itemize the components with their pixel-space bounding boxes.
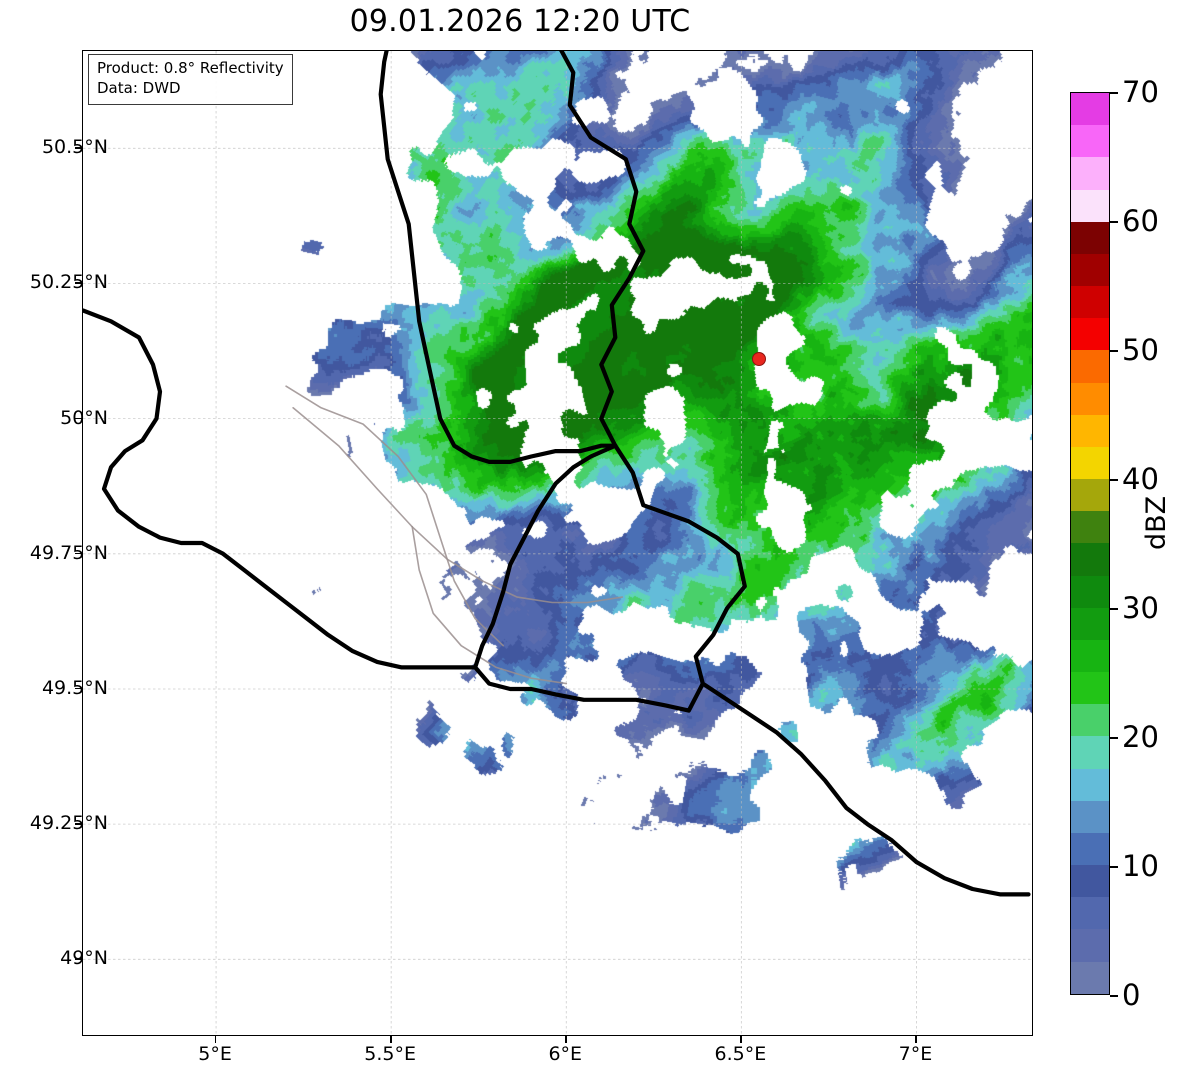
- colorbar-band: [1071, 704, 1109, 737]
- x-axis-tick-label: 7°E: [898, 1043, 933, 1065]
- colorbar-band: [1071, 318, 1109, 351]
- colorbar-band: [1071, 543, 1109, 576]
- x-axis-tick-mark: [565, 1036, 567, 1043]
- colorbar-band: [1071, 865, 1109, 898]
- x-axis-tick-mark: [740, 1036, 742, 1043]
- colorbar-band: [1071, 93, 1109, 126]
- colorbar-tick-label: 0: [1122, 978, 1141, 1012]
- x-axis-tick-label: 5.5°E: [364, 1043, 417, 1065]
- colorbar-axis-label: dBZ: [1141, 495, 1172, 550]
- colorbar-tick-mark: [1110, 479, 1118, 481]
- y-axis-tick-mark: [75, 958, 82, 960]
- colorbar-band: [1071, 961, 1109, 994]
- colorbar-tick-mark: [1110, 221, 1118, 223]
- colorbar-band: [1071, 897, 1109, 930]
- colorbar-band: [1071, 639, 1109, 673]
- colorbar-band: [1071, 929, 1109, 962]
- y-axis-tick-label: 50.5°N: [41, 136, 108, 159]
- colorbar-band: [1071, 286, 1109, 319]
- colorbar-band: [1071, 768, 1109, 801]
- product-info-box: Product: 0.8° Reflectivity Data: DWD: [88, 54, 293, 105]
- radar-reflectivity-raster: [83, 51, 1032, 1035]
- colorbar[interactable]: [1070, 92, 1110, 995]
- y-axis-tick-label: 50.25°N: [29, 271, 108, 294]
- colorbar-tick-mark: [1110, 92, 1118, 94]
- radar-map-plot[interactable]: [82, 50, 1033, 1036]
- colorbar-band: [1071, 414, 1109, 447]
- y-axis-tick-label: 49.75°N: [29, 541, 108, 564]
- colorbar-band: [1071, 672, 1109, 705]
- y-axis-tick-mark: [75, 282, 82, 284]
- x-axis-tick-label: 6.5°E: [714, 1043, 767, 1065]
- colorbar-band: [1071, 800, 1109, 833]
- colorbar-tick-label: 50: [1122, 333, 1159, 367]
- colorbar-tick-label: 70: [1122, 75, 1159, 109]
- radar-site-marker[interactable]: [751, 352, 766, 367]
- colorbar-tick-label: 10: [1122, 849, 1159, 883]
- colorbar-band: [1071, 575, 1109, 608]
- colorbar-band: [1071, 607, 1109, 640]
- y-axis-tick-mark: [75, 552, 82, 555]
- x-axis-tick-label: 6°E: [548, 1043, 583, 1065]
- colorbar-band: [1071, 350, 1109, 383]
- map-gridlines: [83, 51, 1032, 1035]
- x-axis-tick-label: 5°E: [198, 1043, 232, 1065]
- y-axis-tick-label: 49.5°N: [41, 676, 108, 699]
- product-line: Product: 0.8° Reflectivity: [97, 59, 284, 77]
- colorbar-band: [1071, 253, 1109, 287]
- x-axis-tick-mark: [215, 1036, 217, 1043]
- colorbar-band: [1071, 511, 1109, 544]
- y-axis-tick-mark: [75, 417, 82, 420]
- y-axis-tick-mark: [75, 823, 82, 825]
- y-axis-tick-mark: [75, 147, 82, 149]
- colorbar-tick-mark: [1110, 608, 1118, 610]
- colorbar-tick-mark: [1110, 737, 1118, 739]
- colorbar-band: [1071, 221, 1109, 254]
- colorbar-band: [1071, 736, 1109, 769]
- colorbar-tick-mark: [1110, 866, 1118, 868]
- colorbar-band: [1071, 157, 1109, 190]
- country-borders: [83, 51, 1031, 897]
- colorbar-band: [1071, 125, 1109, 158]
- colorbar-tick-label: 20: [1122, 720, 1159, 754]
- colorbar-tick-label: 30: [1122, 591, 1159, 625]
- colorbar-tick-mark: [1110, 350, 1118, 352]
- page-title: 09.01.2026 12:20 UTC: [349, 4, 691, 39]
- y-axis-tick-label: 50°N: [60, 406, 108, 429]
- colorbar-tick-label: 40: [1122, 462, 1159, 496]
- colorbar-band: [1071, 446, 1109, 480]
- colorbar-band: [1071, 382, 1109, 415]
- colorbar-tick-mark: [1110, 995, 1118, 997]
- y-axis-tick-label: 49°N: [60, 947, 108, 970]
- colorbar-tick-label: 60: [1122, 204, 1159, 238]
- colorbar-band: [1071, 189, 1109, 222]
- colorbar-band: [1071, 832, 1109, 866]
- x-axis-tick-mark: [915, 1036, 917, 1043]
- y-axis-tick-label: 49.25°N: [29, 812, 108, 835]
- x-axis-tick-mark: [390, 1036, 392, 1043]
- y-axis-tick-mark: [75, 687, 82, 690]
- data-source-line: Data: DWD: [97, 78, 181, 97]
- colorbar-band: [1071, 479, 1109, 512]
